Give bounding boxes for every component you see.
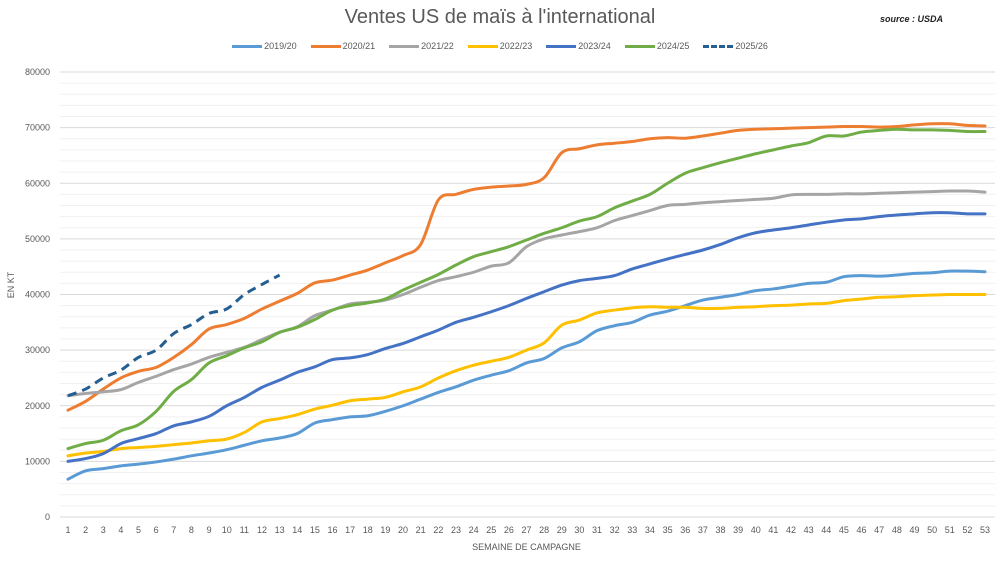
x-tick-label: 23 [451,525,461,535]
x-tick-label: 31 [592,525,602,535]
legend-item: 2020/21 [310,41,376,51]
x-tick-label: 1 [65,525,70,535]
x-tick-label: 41 [768,525,778,535]
y-tick-label: 10000 [25,456,50,466]
legend-swatch [232,44,263,48]
x-tick-label: 3 [101,525,106,535]
x-tick-label: 45 [839,525,849,535]
legend-item: 2019/20 [232,41,297,51]
legend-label: 2022/23 [499,41,533,51]
x-tick-label: 29 [557,525,567,535]
x-tick-label: 24 [469,525,479,535]
x-tick-label: 27 [521,525,531,535]
series-line-2025-26 [67,273,281,398]
legend-item: 2024/25 [624,41,690,51]
x-tick-label: 11 [240,525,249,535]
y-axis-title: EN KT [6,271,16,298]
x-tick-label: 25 [486,525,496,535]
x-tick-label: 47 [874,525,884,535]
x-tick-label: 4 [118,525,123,535]
legend-item: 2022/23 [467,41,533,51]
x-tick-label: 49 [909,525,919,535]
y-tick-label: 30000 [25,345,50,355]
x-tick-label: 30 [574,525,584,535]
x-tick-label: 52 [962,525,972,535]
x-tick-label: 6 [154,525,159,535]
x-tick-label: 22 [433,525,443,535]
x-tick-label: 14 [292,525,302,535]
series-line-2020-21 [66,122,987,412]
x-tick-label: 18 [363,525,373,535]
legend-label: 2024/25 [656,41,690,51]
x-tick-label: 44 [821,525,831,535]
legend-swatch [624,44,655,48]
x-tick-label: 40 [751,525,761,535]
legend-label: 2019/20 [264,41,297,51]
y-tick-label: 60000 [25,178,50,188]
x-tick-label: 21 [416,525,426,535]
y-tick-label: 50000 [25,234,50,244]
legend-label: 2025/26 [735,41,768,51]
series-line-2021-22 [66,189,987,398]
series-line-2022-23 [66,292,987,458]
x-tick-label: 15 [310,525,320,535]
y-tick-label: 80000 [25,67,50,77]
x-tick-label: 53 [980,525,990,535]
legend-swatch [389,44,420,48]
x-tick-label: 26 [504,525,514,535]
x-tick-label: 39 [733,525,743,535]
legend-label: 2021/22 [421,41,454,51]
x-tick-label: 28 [539,525,549,535]
x-tick-label: 13 [275,525,285,535]
x-tick-label: 35 [663,525,673,535]
legend-swatch [703,44,734,48]
y-tick-label: 40000 [25,290,50,300]
x-tick-label: 12 [257,525,267,535]
y-tick-label: 20000 [25,401,50,411]
x-tick-label: 2 [83,525,88,535]
x-tick-label: 5 [136,525,141,535]
x-tick-label: 36 [680,525,690,535]
x-tick-label: 42 [786,525,796,535]
x-tick-label: 43 [804,525,814,535]
series-line-2019-20 [66,269,987,481]
series-line-2024-25 [66,127,987,451]
x-tick-label: 48 [892,525,902,535]
legend-item: 2021/22 [389,41,454,51]
x-tick-label: 34 [645,525,655,535]
x-tick-label: 37 [698,525,708,535]
legend-swatch [310,44,341,48]
chart-title: Ventes US de maïs à l'international [344,6,656,28]
y-tick-label: 0 [45,512,50,522]
x-tick-label: 46 [857,525,867,535]
x-tick-label: 20 [398,525,408,535]
legend-item: 2023/24 [546,41,611,51]
legend-item: 2025/26 [703,41,768,51]
y-tick-label: 70000 [25,123,50,133]
series-line-2023-24 [66,211,987,463]
legend: 2019/20 2020/21 2021/22 2022/23 2023/24 2024/… [0,41,1000,51]
x-tick-label: 51 [945,525,955,535]
x-tick-label: 9 [207,525,212,535]
x-tick-label: 19 [380,525,390,535]
x-tick-label: 32 [610,525,620,535]
x-axis-title: SEMAINE DE CAMPAGNE [472,542,581,552]
x-tick-label: 10 [222,525,232,535]
legend-label: 2020/21 [342,41,376,51]
x-tick-label: 33 [627,525,637,535]
x-tick-label: 8 [189,525,194,535]
x-tick-label: 16 [328,525,338,535]
legend-swatch [546,44,577,48]
x-tick-label: 17 [345,525,355,535]
x-tick-label: 50 [927,525,937,535]
source-note: source : USDA [880,14,944,24]
legend-label: 2023/24 [578,41,611,51]
x-tick-label: 7 [171,525,176,535]
x-tick-label: 38 [715,525,725,535]
legend-swatch [467,44,498,48]
